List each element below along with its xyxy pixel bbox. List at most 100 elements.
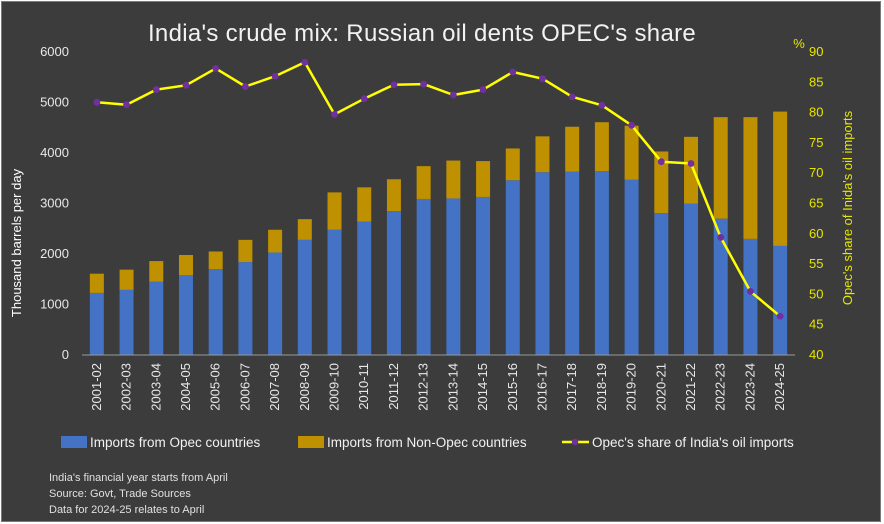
share-point xyxy=(331,111,338,118)
share-point xyxy=(776,312,784,320)
bar-non-opec xyxy=(327,192,342,230)
bar-opec xyxy=(594,171,609,355)
right-tick-label: 80 xyxy=(809,105,823,120)
category-label: 2014-15 xyxy=(475,363,490,411)
share-point xyxy=(598,101,606,109)
bar-opec xyxy=(565,171,580,355)
bar-non-opec xyxy=(208,251,223,270)
right-tick-label: 55 xyxy=(809,256,823,271)
left-tick-label: 4000 xyxy=(40,145,69,160)
share-point xyxy=(747,287,754,295)
bar-opec xyxy=(416,198,431,355)
bars xyxy=(89,111,788,355)
bar-opec xyxy=(149,281,164,355)
share-point xyxy=(687,160,695,167)
legend-swatch-opec xyxy=(61,436,87,448)
category-label: 2006-07 xyxy=(237,363,252,411)
bar-non-opec xyxy=(297,219,312,240)
category-label: 2002-03 xyxy=(119,363,134,411)
share-point xyxy=(479,86,487,93)
category-label: 2022-23 xyxy=(713,363,728,411)
left-tick-label: 6000 xyxy=(40,44,69,59)
category-label: 2009-10 xyxy=(327,363,342,411)
legend-swatch-share-marker xyxy=(571,438,579,446)
bar-opec xyxy=(327,229,342,355)
share-line xyxy=(96,61,781,318)
bar-opec xyxy=(535,172,550,355)
share-point xyxy=(657,158,665,166)
left-tick-label: 3000 xyxy=(40,196,69,211)
bar-non-opec xyxy=(565,126,580,172)
right-tick-label: 50 xyxy=(809,286,823,301)
left-tick-label: 1000 xyxy=(40,297,69,312)
bar-opec xyxy=(743,238,758,355)
bar-opec xyxy=(268,252,283,355)
bar-non-opec xyxy=(476,161,491,197)
bar-non-opec xyxy=(178,255,193,276)
category-label: 2008-09 xyxy=(297,363,312,411)
left-axis-label: Thousand barrels per day xyxy=(9,168,24,317)
bar-opec xyxy=(357,221,372,355)
category-label: 2010-11 xyxy=(356,363,371,410)
share-point xyxy=(301,58,309,66)
category-label: 2003-04 xyxy=(148,363,163,411)
category-label: 2005-06 xyxy=(208,363,223,411)
bar-non-opec xyxy=(505,148,520,181)
share-point xyxy=(212,64,220,72)
bar-opec xyxy=(208,269,223,355)
bar-opec xyxy=(684,203,699,355)
right-tick-label: 40 xyxy=(809,347,823,362)
bar-opec xyxy=(773,245,788,355)
legend-label-non-opec: Imports from Non-Opec countries xyxy=(327,435,527,450)
category-label: 2011-12 xyxy=(386,363,401,410)
bar-non-opec xyxy=(238,239,253,263)
legend-swatch-non-opec xyxy=(298,436,324,448)
share-point xyxy=(420,80,428,88)
share-point xyxy=(123,101,130,109)
category-labels: 2001-02 2002-03 2003-04 2004-05 2005-06 2006-… xyxy=(89,363,787,411)
bar-opec xyxy=(386,211,401,355)
note-financial-year: India's financial year starts from April xyxy=(49,472,228,484)
bar-non-opec xyxy=(594,122,609,172)
share-point xyxy=(539,75,546,83)
bar-opec xyxy=(238,262,253,355)
bar-non-opec xyxy=(119,269,134,290)
category-label: 2016-17 xyxy=(534,363,549,411)
bar-opec xyxy=(505,180,520,355)
bar-non-opec xyxy=(446,160,461,199)
right-tick-label: 75 xyxy=(809,135,823,150)
share-point xyxy=(390,81,398,89)
left-tick-label: 2000 xyxy=(40,246,69,261)
category-label: 2001-02 xyxy=(89,363,104,411)
bar-non-opec xyxy=(713,117,728,219)
bar-non-opec xyxy=(357,187,372,222)
category-label: 2017-18 xyxy=(564,363,579,411)
bar-non-opec xyxy=(386,179,401,212)
category-label: 2019-20 xyxy=(624,363,639,411)
share-point xyxy=(241,83,249,90)
share-point xyxy=(568,93,576,101)
right-axis-unit: % xyxy=(793,36,805,51)
bar-opec xyxy=(89,292,104,355)
right-tick-label: 65 xyxy=(809,196,823,211)
chart-title: India's crude mix: Russian oil dents OPE… xyxy=(148,20,696,47)
category-label: 2020-21 xyxy=(653,363,668,411)
right-tick-label: 85 xyxy=(809,74,823,89)
category-label: 2021-22 xyxy=(683,363,698,411)
right-tick-label: 90 xyxy=(809,44,823,59)
bar-opec xyxy=(476,196,491,355)
bar-opec xyxy=(654,213,669,355)
bar-non-opec xyxy=(268,229,283,253)
legend-label-share: Opec's share of India's oil imports xyxy=(592,435,794,450)
bar-opec xyxy=(446,198,461,355)
share-point xyxy=(360,95,368,103)
bar-non-opec xyxy=(89,273,104,293)
bar-non-opec xyxy=(654,151,669,214)
share-point xyxy=(93,98,101,106)
category-label: 2004-05 xyxy=(178,363,193,411)
share-line-layer xyxy=(93,58,784,320)
bar-opec xyxy=(297,239,312,355)
share-point xyxy=(449,91,457,99)
bar-non-opec xyxy=(535,136,550,173)
